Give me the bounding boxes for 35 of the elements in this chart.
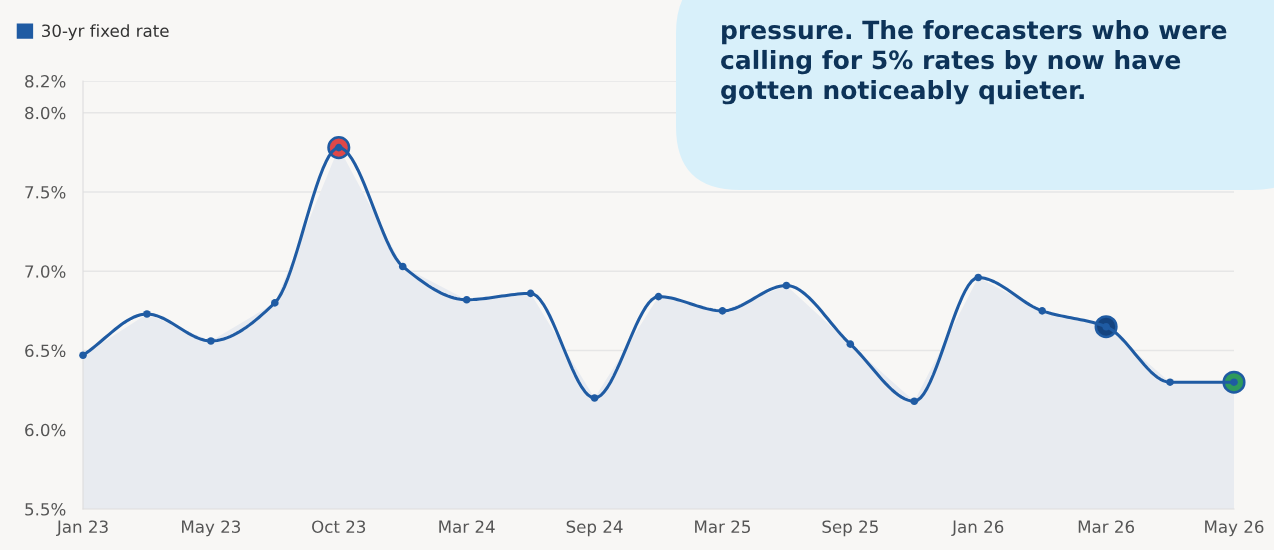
point bbox=[1166, 378, 1174, 386]
point bbox=[910, 397, 919, 406]
y-tick-label: 7.5% bbox=[25, 185, 66, 199]
point bbox=[846, 340, 855, 348]
point bbox=[654, 292, 663, 301]
x-tick-label: May 26 bbox=[1205, 520, 1264, 537]
point bbox=[590, 394, 599, 402]
annotation: pressure. The forecasters who were calling for 5% rates by now have gotten noticeably quieter. bbox=[721, 20, 1227, 105]
point bbox=[462, 295, 471, 304]
x-tick-label: May 23 bbox=[182, 520, 241, 537]
y-tick-label: 8.2% bbox=[25, 74, 66, 88]
y-tick-label: 6.5% bbox=[25, 344, 66, 358]
x-tick-label: Mar 26 bbox=[1078, 520, 1135, 534]
point bbox=[271, 299, 279, 307]
point bbox=[398, 262, 407, 271]
x-tick-label: Oct 23 bbox=[312, 520, 366, 534]
y-tick-label: 6.0% bbox=[25, 423, 66, 437]
point bbox=[1038, 307, 1046, 315]
legend-label: 30-yr fixed rate bbox=[42, 24, 169, 41]
x-tick-label: Sep 24 bbox=[566, 520, 623, 537]
point bbox=[974, 273, 983, 282]
point bbox=[143, 310, 151, 318]
point bbox=[526, 289, 535, 298]
x-tick-label: Sep 25 bbox=[822, 520, 878, 537]
point bbox=[718, 307, 727, 315]
y-tick-label: 5.5% bbox=[25, 502, 66, 516]
y-tick-label: 8.0% bbox=[25, 106, 66, 120]
x-tick-label: Mar 25 bbox=[695, 520, 750, 534]
point bbox=[782, 281, 791, 290]
x-tick-label: Jan 26 bbox=[951, 520, 1004, 537]
point bbox=[79, 351, 87, 360]
point bbox=[207, 337, 215, 345]
y-tick-label: 7.0% bbox=[25, 265, 66, 278]
x-tick-label: Jan 23 bbox=[56, 520, 108, 537]
x-tick-label: Mar 24 bbox=[439, 520, 495, 534]
